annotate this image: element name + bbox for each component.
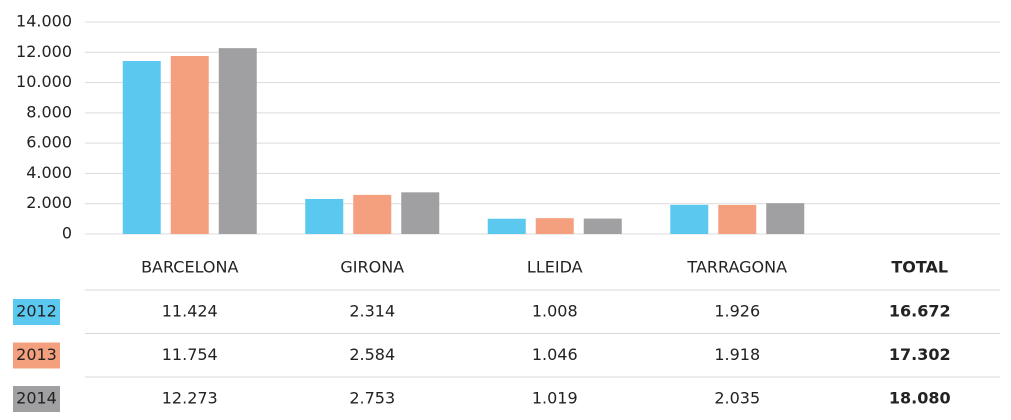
- y-tick-label: 8.000: [26, 102, 72, 121]
- table-cell: 2.035: [714, 389, 760, 408]
- bar: [583, 218, 622, 234]
- x-tick-label: LLEIDA: [527, 258, 583, 277]
- table-cell: 2.753: [349, 389, 395, 408]
- bar: [401, 192, 440, 234]
- table-cell: 11.754: [162, 345, 218, 364]
- bar: [218, 48, 257, 234]
- x-tick-label: TARRAGONA: [686, 258, 787, 277]
- legend-swatch: [13, 386, 60, 412]
- legend-swatch: [13, 299, 60, 325]
- bar: [170, 56, 209, 234]
- legend-label: 2013: [16, 345, 57, 364]
- bar: [535, 218, 574, 234]
- table-cell: 1.046: [532, 345, 578, 364]
- bar: [487, 218, 526, 234]
- total-cell: 18.080: [889, 389, 951, 408]
- table-cell: 1.008: [532, 302, 578, 321]
- bar: [670, 204, 709, 234]
- y-tick-label: 10.000: [16, 72, 72, 91]
- table-cell: 1.926: [714, 302, 760, 321]
- bar: [353, 194, 392, 234]
- bar: [305, 198, 344, 234]
- table-cell: 1.918: [714, 345, 760, 364]
- y-tick-label: 0: [62, 224, 72, 243]
- bar: [718, 204, 757, 234]
- y-tick-label: 2.000: [26, 193, 72, 212]
- table-cell: 2.314: [349, 302, 395, 321]
- y-tick-label: 6.000: [26, 133, 72, 152]
- total-cell: 16.672: [889, 302, 951, 321]
- bar: [122, 61, 161, 235]
- y-tick-label: 12.000: [16, 42, 72, 61]
- y-tick-label: 4.000: [26, 163, 72, 182]
- y-tick-label: 14.000: [16, 12, 72, 31]
- table-cell: 12.273: [162, 389, 218, 408]
- legend-swatch: [13, 342, 60, 369]
- total-cell: 17.302: [889, 345, 951, 364]
- table-cell: 11.424: [162, 302, 218, 321]
- table-cell: 2.584: [349, 345, 395, 364]
- table-cell: 1.019: [532, 389, 578, 408]
- bar: [766, 203, 805, 234]
- total-header: TOTAL: [891, 258, 948, 277]
- x-tick-label: BARCELONA: [141, 258, 238, 277]
- x-tick-label: GIRONA: [340, 258, 404, 277]
- legend-label: 2012: [16, 302, 57, 321]
- legend-label: 2014: [16, 389, 57, 408]
